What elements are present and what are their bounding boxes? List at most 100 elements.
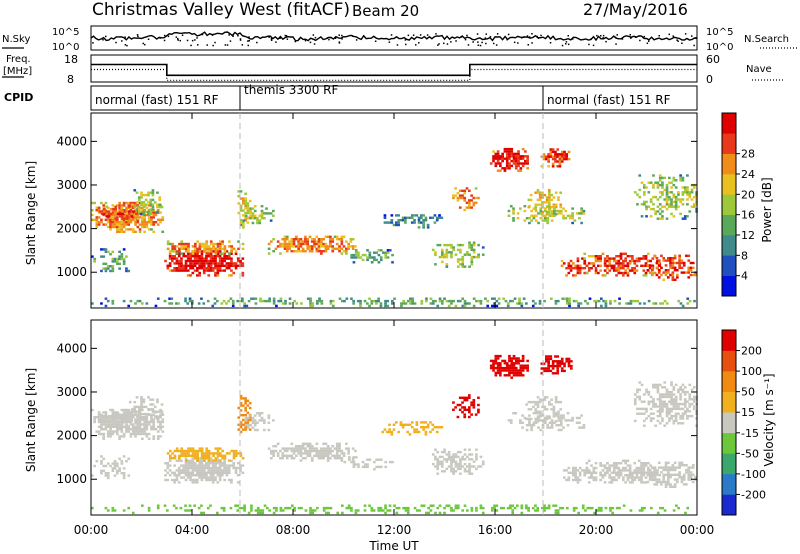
range-cell [658,191,662,194]
range-cell [521,354,525,358]
range-cell [578,416,581,420]
range-cell [125,221,128,224]
range-cell [461,255,465,259]
range-cell [665,183,669,187]
range-cell [352,463,356,466]
noise-search-point [602,37,604,39]
range-cell [102,432,106,436]
range-cell [211,304,215,308]
range-cell [521,162,525,165]
range-cell [276,442,280,445]
range-cell [141,206,144,209]
range-cell [470,413,473,416]
range-cell [445,248,449,252]
range-cell [200,511,203,515]
noise-search-point [338,34,340,36]
range-cell [106,265,110,268]
range-cell [652,203,655,206]
range-cell [237,416,241,419]
range-cell [664,461,668,464]
range-cell [121,422,124,425]
noise-search-point [477,41,479,43]
range-cell [315,442,319,445]
range-cell [130,414,134,418]
range-cell [649,207,653,211]
range-cell [191,457,195,460]
range-cell [512,159,516,163]
range-cell [679,422,682,425]
range-cell [410,421,414,424]
range-cell [211,267,215,270]
range-cell [141,223,144,226]
range-cell [143,432,146,436]
range-cell [517,369,520,372]
range-cell [149,403,152,406]
range-cell [512,209,515,213]
range-cell [225,469,229,472]
range-cell [670,383,673,387]
range-cell [517,374,520,377]
range-cell [557,212,561,215]
range-cell [134,211,137,214]
range-cell [499,169,502,172]
range-cell [299,447,303,450]
range-cell [640,400,644,403]
noise-search-point [313,43,316,45]
range-cell [548,210,551,214]
range-cell [441,462,444,466]
range-cell [244,204,247,207]
range-cell [619,462,623,465]
range-cell [572,262,575,265]
range-cell [347,504,351,507]
range-cell [643,183,646,187]
range-cell [244,202,247,205]
range-cell [147,193,150,197]
range-cell [383,221,387,224]
range-cell [189,255,192,258]
range-cell [223,469,226,472]
range-cell [160,205,164,209]
range-cell [450,462,453,466]
range-cell [313,449,316,453]
range-cell [539,419,543,422]
range-cell [205,466,208,470]
range-cell [177,255,181,258]
range-cell [649,198,653,201]
range-cell [454,406,457,409]
range-cell [135,410,139,413]
range-cell [494,162,498,165]
range-cell [248,416,252,419]
range-cell [571,214,574,217]
range-cell [143,225,146,229]
range-cell [422,221,425,224]
range-cell [427,511,430,515]
range-cell [494,164,498,168]
range-cell [125,209,128,212]
range-cell [509,419,513,422]
range-cell [284,299,287,303]
range-cell [311,509,315,512]
range-cell [113,260,117,263]
range-cell [214,271,217,275]
range-cell [572,478,575,482]
range-cell [660,480,663,484]
range-cell [180,454,184,457]
range-cell [472,248,476,252]
range-cell [138,410,141,413]
range-cell [182,469,186,472]
range-cell [504,299,508,303]
range-cell [637,476,641,479]
range-cell [239,397,243,400]
range-cell [122,413,126,416]
range-cell [599,464,602,467]
range-cell [534,214,538,217]
y-tick-label: 2000 [56,429,87,443]
range-cell [120,230,124,233]
range-cell [424,216,428,219]
range-cell [168,255,172,258]
range-cell [610,267,614,270]
range-cell [538,196,542,199]
range-cell [472,204,476,207]
range-cell [279,297,283,300]
range-cell [521,369,525,372]
